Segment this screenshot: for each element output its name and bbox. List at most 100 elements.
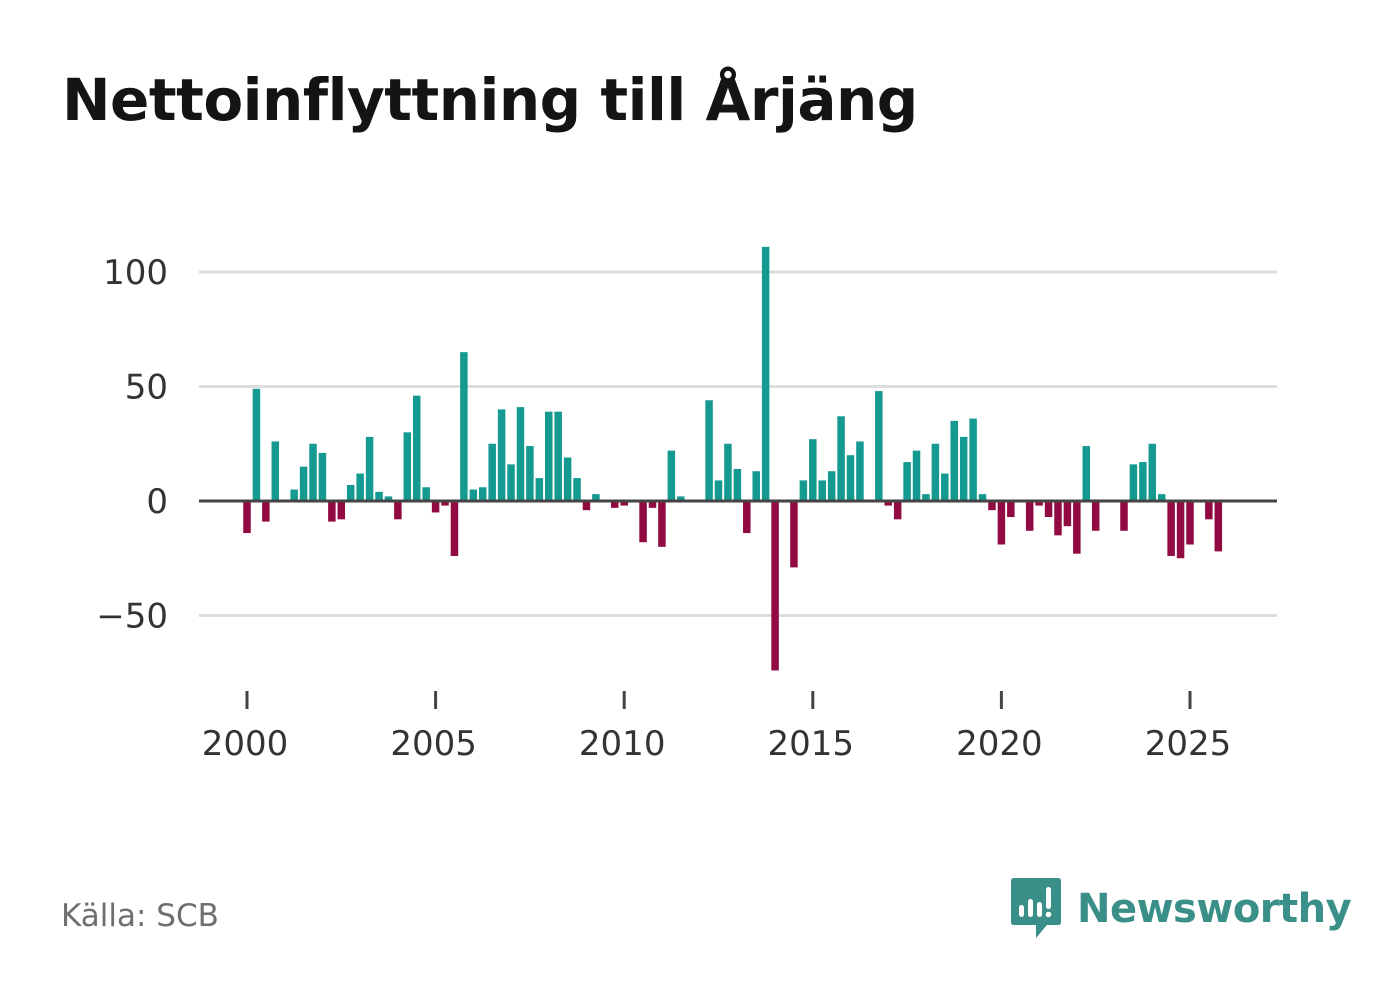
bar: [507, 464, 515, 501]
bar: [1167, 501, 1175, 556]
bar: [299, 466, 308, 501]
bar: [875, 391, 883, 501]
bar: [714, 480, 723, 501]
bar: [535, 478, 544, 501]
bar: [790, 501, 798, 568]
bar: [431, 501, 440, 513]
bar: [988, 501, 996, 511]
bar: [1073, 501, 1081, 554]
bar: [1186, 501, 1194, 545]
bar: [611, 501, 619, 508]
source-note: Källa: SCB: [61, 898, 219, 934]
bar: [243, 501, 251, 534]
bar: [356, 473, 364, 501]
bar: [648, 501, 657, 508]
bar: [1007, 501, 1015, 518]
bar: [1044, 501, 1053, 518]
bar: [309, 443, 317, 501]
bar: [318, 452, 327, 501]
bar: [941, 473, 949, 501]
x-tick-label: 2000: [202, 724, 289, 764]
bar: [422, 487, 430, 501]
bar: [733, 468, 742, 501]
bar: [1129, 464, 1138, 501]
bar: [922, 494, 930, 501]
y-tick-label: 0: [146, 482, 168, 522]
bar: [1157, 494, 1166, 501]
bar: [337, 501, 346, 520]
bar: [959, 436, 968, 501]
bar: [573, 478, 581, 501]
bar: [658, 501, 666, 547]
bar: [1139, 462, 1147, 501]
bar: [705, 400, 713, 501]
bar: [809, 439, 817, 501]
bar: [262, 501, 270, 522]
bar: [375, 491, 383, 501]
bar: [884, 501, 892, 506]
brand-name: Newsworthy: [1077, 886, 1352, 932]
bar: [516, 407, 525, 501]
bar: [799, 480, 808, 501]
bar: [771, 501, 779, 671]
bar: [903, 462, 911, 501]
y-tick-label: 100: [103, 253, 168, 293]
bar: [328, 501, 336, 522]
x-tick-label: 2020: [956, 724, 1043, 764]
bar: [592, 494, 600, 501]
bar: [271, 441, 280, 501]
bar: [846, 455, 855, 501]
bar: [912, 450, 921, 501]
bar: [479, 487, 487, 501]
bar: [252, 388, 261, 501]
bar: [290, 489, 298, 501]
bar: [488, 443, 496, 501]
bar: [1148, 443, 1157, 501]
bar: [497, 409, 506, 501]
bar: [384, 496, 393, 501]
bar: [893, 501, 902, 520]
bar: [978, 494, 987, 501]
bar: [441, 501, 449, 506]
bar: [1082, 446, 1091, 501]
bar: [545, 411, 553, 501]
bars: [243, 246, 1223, 671]
bar: [950, 420, 958, 501]
bar: [743, 501, 751, 534]
x-tick-label: 2015: [768, 724, 855, 764]
bar: [818, 480, 826, 501]
bar: [639, 501, 647, 543]
bar: [582, 501, 591, 511]
bar: [554, 411, 562, 501]
bar: [724, 443, 732, 501]
bar: [346, 484, 355, 501]
bar: [563, 457, 572, 501]
bar: [761, 246, 770, 501]
x-tick-label: 2025: [1145, 724, 1232, 764]
bar: [931, 443, 940, 501]
bar: [856, 441, 864, 501]
bar: [1176, 501, 1185, 559]
bar: [827, 471, 836, 501]
bar: [460, 352, 468, 501]
newsworthy-logo-icon: [1011, 878, 1061, 938]
bar: [969, 418, 977, 501]
bar: [677, 496, 685, 501]
bar: [1214, 501, 1223, 552]
x-tick-label: 2005: [390, 724, 477, 764]
bar: [469, 489, 478, 501]
bar: [450, 501, 459, 556]
bar: [1120, 501, 1128, 531]
bar: [403, 432, 412, 501]
bar: [837, 416, 845, 501]
bar: [1205, 501, 1213, 520]
bar: [394, 501, 402, 520]
bar: [526, 446, 534, 501]
y-tick-label: 50: [125, 368, 168, 408]
bar: [1035, 501, 1043, 506]
bar: [1091, 501, 1100, 531]
brand: Newsworthy: [1011, 878, 1352, 940]
bar: [1063, 501, 1072, 527]
bar: [997, 501, 1006, 545]
